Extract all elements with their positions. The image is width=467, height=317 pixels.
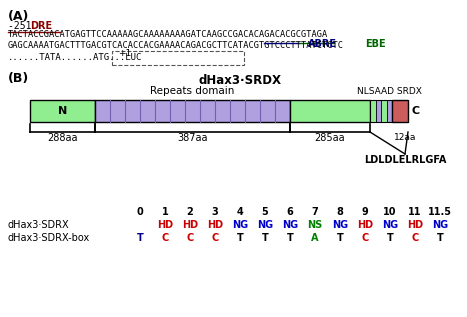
Text: HD: HD	[207, 220, 223, 230]
Text: C: C	[186, 233, 194, 243]
Text: 7: 7	[311, 207, 318, 217]
Text: 285aa: 285aa	[315, 133, 345, 143]
Text: 4: 4	[237, 207, 243, 217]
Text: HD: HD	[182, 220, 198, 230]
Text: dHax3·SDRX: dHax3·SDRX	[8, 220, 70, 230]
Text: 11.5: 11.5	[428, 207, 452, 217]
Text: 3: 3	[212, 207, 219, 217]
Text: T: T	[262, 233, 269, 243]
Text: A: A	[311, 233, 319, 243]
Text: 5: 5	[262, 207, 269, 217]
Text: HD: HD	[157, 220, 173, 230]
Bar	[290, 100, 370, 122]
Text: NLSAAD SRDX: NLSAAD SRDX	[357, 87, 421, 96]
Text: LDLDLELRLGFA: LDLDLELRLGFA	[364, 155, 446, 165]
Bar	[370, 100, 375, 122]
Text: 9: 9	[361, 207, 368, 217]
Text: dHax3·SRDX: dHax3·SRDX	[198, 74, 282, 87]
Text: -251: -251	[8, 21, 37, 31]
Text: 8: 8	[337, 207, 343, 217]
Bar	[381, 100, 387, 122]
Text: C: C	[411, 233, 418, 243]
Text: TACTACCGACATGAGTTCCAAAAAGCAAAAAAAAGATCAAGCCGACACAGACACGCGTAGA: TACTACCGACATGAGTTCCAAAAAGCAAAAAAAAGATCAA…	[8, 30, 328, 39]
Bar	[387, 100, 392, 122]
Text: NS: NS	[307, 220, 323, 230]
Text: NG: NG	[382, 220, 398, 230]
Text: T: T	[337, 233, 343, 243]
Text: T: T	[287, 233, 293, 243]
Text: Repeats domain: Repeats domain	[150, 86, 235, 96]
Text: 10: 10	[383, 207, 397, 217]
Text: NG: NG	[332, 220, 348, 230]
Text: T: T	[437, 233, 443, 243]
Text: EBE: EBE	[365, 39, 386, 49]
Text: C: C	[162, 233, 169, 243]
Bar	[30, 100, 95, 122]
Text: C: C	[212, 233, 219, 243]
Text: NG: NG	[432, 220, 448, 230]
Text: C: C	[412, 106, 420, 116]
Text: T: T	[387, 233, 393, 243]
Text: HD: HD	[357, 220, 373, 230]
Bar	[392, 100, 408, 122]
Text: N: N	[58, 106, 67, 116]
Text: 288aa: 288aa	[47, 133, 78, 143]
Text: 0: 0	[137, 207, 143, 217]
Text: 1: 1	[162, 207, 169, 217]
Text: DRE: DRE	[30, 21, 52, 31]
Text: 387aa: 387aa	[177, 133, 208, 143]
Text: NG: NG	[257, 220, 273, 230]
Text: HD: HD	[407, 220, 423, 230]
Text: dHax3·SDRX-box: dHax3·SDRX-box	[8, 233, 90, 243]
Text: NG: NG	[282, 220, 298, 230]
Text: 6: 6	[287, 207, 293, 217]
Text: T: T	[237, 233, 243, 243]
Text: T: T	[137, 233, 143, 243]
Bar	[375, 100, 381, 122]
Bar	[370, 100, 392, 122]
Text: ......TATA......ATG...LUC: ......TATA......ATG...LUC	[8, 53, 142, 62]
Text: C: C	[361, 233, 368, 243]
Text: 11: 11	[408, 207, 422, 217]
Text: ABRE: ABRE	[308, 39, 337, 49]
Text: 2: 2	[187, 207, 193, 217]
Bar	[95, 100, 290, 122]
Text: (A): (A)	[8, 10, 29, 23]
Text: (B): (B)	[8, 72, 29, 85]
Text: GAGCAAAATGACTTTGACGTCACACCACGAAAACAGACGCTTCATACGTGTCCCTTTATCTCTC: GAGCAAAATGACTTTGACGTCACACCACGAAAACAGACGC…	[8, 41, 344, 50]
Text: 12aa: 12aa	[394, 133, 416, 142]
Text: +1: +1	[118, 49, 131, 58]
Text: NG: NG	[232, 220, 248, 230]
